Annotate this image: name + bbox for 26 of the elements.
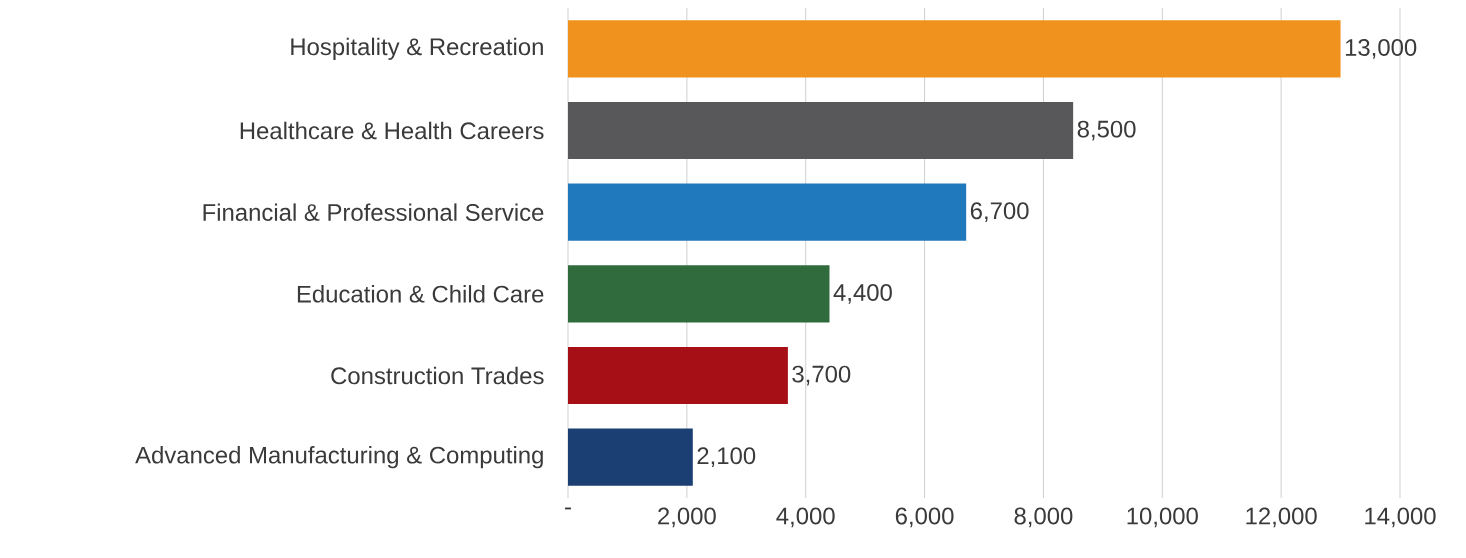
x-tick-label: 14,000 — [1365, 507, 1436, 528]
bar — [567, 101, 1074, 160]
data-label: 4,400 — [833, 283, 892, 304]
bar — [567, 265, 830, 323]
x-tick-label: 2,000 — [658, 507, 716, 528]
bar — [567, 183, 967, 241]
y-tick-label: Healthcare & Health Careers — [240, 121, 544, 140]
data-label: 3,700 — [792, 365, 851, 386]
data-label: 6,700 — [970, 202, 1029, 223]
x-tick-label: 10,000 — [1127, 507, 1198, 528]
data-label: 8,500 — [1077, 120, 1136, 141]
data-label: 13,000 — [1345, 38, 1417, 59]
bar — [567, 20, 1341, 78]
x-tick-label: 6,000 — [895, 507, 954, 528]
y-tick-label: Construction Trades — [331, 366, 544, 385]
y-tick-label: Education & Child Care — [297, 285, 544, 303]
data-label: 2,100 — [697, 447, 756, 468]
y-tick-label: Hospitality & Recreation — [291, 37, 543, 60]
y-tick-label: Financial & Professional Service — [203, 203, 544, 221]
bar — [567, 346, 788, 405]
x-tick-label: 4,000 — [776, 507, 835, 528]
y-tick-label: Advanced Manufacturing & Computing — [135, 446, 543, 469]
x-tick-label: 12,000 — [1246, 507, 1317, 528]
bar — [567, 428, 693, 486]
x-tick-label: 8,000 — [1014, 507, 1073, 528]
x-tick-label: - — [565, 507, 571, 510]
